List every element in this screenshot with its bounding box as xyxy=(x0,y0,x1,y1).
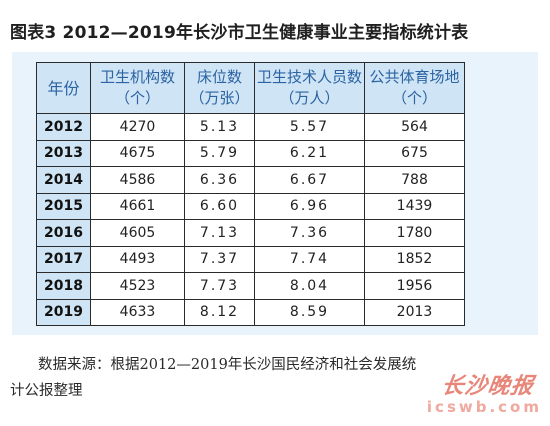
header-personnel-label: 卫生技术人员数 xyxy=(256,68,362,86)
cell-year: 2019 xyxy=(36,298,91,326)
cell-beds: 8.12 xyxy=(184,298,255,326)
cell-beds: 6.60 xyxy=(184,192,255,220)
cell-venues: 675 xyxy=(364,139,465,167)
watermark-brand: 长沙晚报 xyxy=(439,373,536,399)
header-beds-label: 床位数 xyxy=(196,68,242,86)
cell-personnel: 8.59 xyxy=(254,298,365,326)
cell-beds: 7.73 xyxy=(184,272,255,300)
cell-year: 2015 xyxy=(36,192,91,220)
header-beds-unit: （万张） xyxy=(189,89,250,107)
cell-venues: 1956 xyxy=(364,272,465,300)
header-institutions-label: 卫生机构数 xyxy=(99,68,175,86)
cell-personnel: 6.67 xyxy=(254,166,365,194)
cell-beds: 6.36 xyxy=(184,166,255,194)
cell-year: 2018 xyxy=(36,272,91,300)
header-beds: 床位数 （万张） xyxy=(184,62,255,114)
newspaper-watermark: 长沙晚报 icswb.com xyxy=(392,368,542,420)
table-row: 2016 4605 7.13 7.36 1780 xyxy=(36,219,465,247)
cell-institutions: 4523 xyxy=(90,272,185,300)
cell-institutions: 4633 xyxy=(90,298,185,326)
cell-venues: 1852 xyxy=(364,245,465,273)
table-row: 2012 4270 5.13 5.57 564 xyxy=(36,113,465,141)
table-row: 2017 4493 7.37 7.74 1852 xyxy=(36,245,465,273)
cell-year: 2013 xyxy=(36,139,91,167)
table-header-row: 年份 卫生机构数 （个） 床位数 （万张） 卫生技术人员数 （万人） 公共体育场… xyxy=(36,62,465,114)
cell-personnel: 6.96 xyxy=(254,192,365,220)
source-note-line-1: 数据来源：根据2012—2019年长沙国民经济和社会发展统 xyxy=(38,357,417,373)
cell-personnel: 5.57 xyxy=(254,113,365,141)
cell-personnel: 6.21 xyxy=(254,139,365,167)
cell-venues: 564 xyxy=(364,113,465,141)
table-row: 2015 4661 6.60 6.96 1439 xyxy=(36,192,465,220)
cell-institutions: 4605 xyxy=(90,219,185,247)
cell-beds: 7.13 xyxy=(184,219,255,247)
table-panel: 年份 卫生机构数 （个） 床位数 （万张） 卫生技术人员数 （万人） 公共体育场… xyxy=(12,52,538,335)
cell-institutions: 4661 xyxy=(90,192,185,220)
cell-personnel: 8.04 xyxy=(254,272,365,300)
cell-personnel: 7.36 xyxy=(254,219,365,247)
header-venues: 公共体育场地 （个） xyxy=(364,62,465,114)
cell-year: 2016 xyxy=(36,219,91,247)
cell-institutions: 4586 xyxy=(90,166,185,194)
table-row: 2019 4633 8.12 8.59 2013 xyxy=(36,298,465,326)
cell-beds: 5.79 xyxy=(184,139,255,167)
source-note: 数据来源：根据2012—2019年长沙国民经济和社会发展统 计公报整理 xyxy=(10,352,518,399)
cell-institutions: 4493 xyxy=(90,245,185,273)
header-personnel: 卫生技术人员数 （万人） xyxy=(254,62,365,114)
watermark-site: icswb.com xyxy=(426,398,542,416)
header-personnel-unit: （万人） xyxy=(279,89,340,107)
cell-personnel: 7.74 xyxy=(254,245,365,273)
cell-year: 2012 xyxy=(36,113,91,141)
statistics-table: 年份 卫生机构数 （个） 床位数 （万张） 卫生技术人员数 （万人） 公共体育场… xyxy=(36,62,465,326)
cell-year: 2017 xyxy=(36,245,91,273)
cell-institutions: 4675 xyxy=(90,139,185,167)
cell-beds: 5.13 xyxy=(184,113,255,141)
header-venues-unit: （个） xyxy=(391,89,437,107)
source-note-line-2: 计公报整理 xyxy=(10,383,83,399)
figure-title: 图表3 2012—2019年长沙市卫生健康事业主要指标统计表 xyxy=(10,23,469,43)
cell-institutions: 4270 xyxy=(90,113,185,141)
cell-venues: 1439 xyxy=(364,192,465,220)
header-year: 年份 xyxy=(36,62,91,114)
table-row: 2018 4523 7.73 8.04 1956 xyxy=(36,272,465,300)
header-venues-label: 公共体育场地 xyxy=(369,68,460,86)
table-row: 2013 4675 5.79 6.21 675 xyxy=(36,139,465,167)
cell-venues: 1780 xyxy=(364,219,465,247)
header-institutions: 卫生机构数 （个） xyxy=(90,62,185,114)
cell-year: 2014 xyxy=(36,166,91,194)
cell-beds: 7.37 xyxy=(184,245,255,273)
cell-venues: 2013 xyxy=(364,298,465,326)
header-institutions-unit: （个） xyxy=(114,89,160,107)
table-row: 2014 4586 6.36 6.67 788 xyxy=(36,166,465,194)
cell-venues: 788 xyxy=(364,166,465,194)
